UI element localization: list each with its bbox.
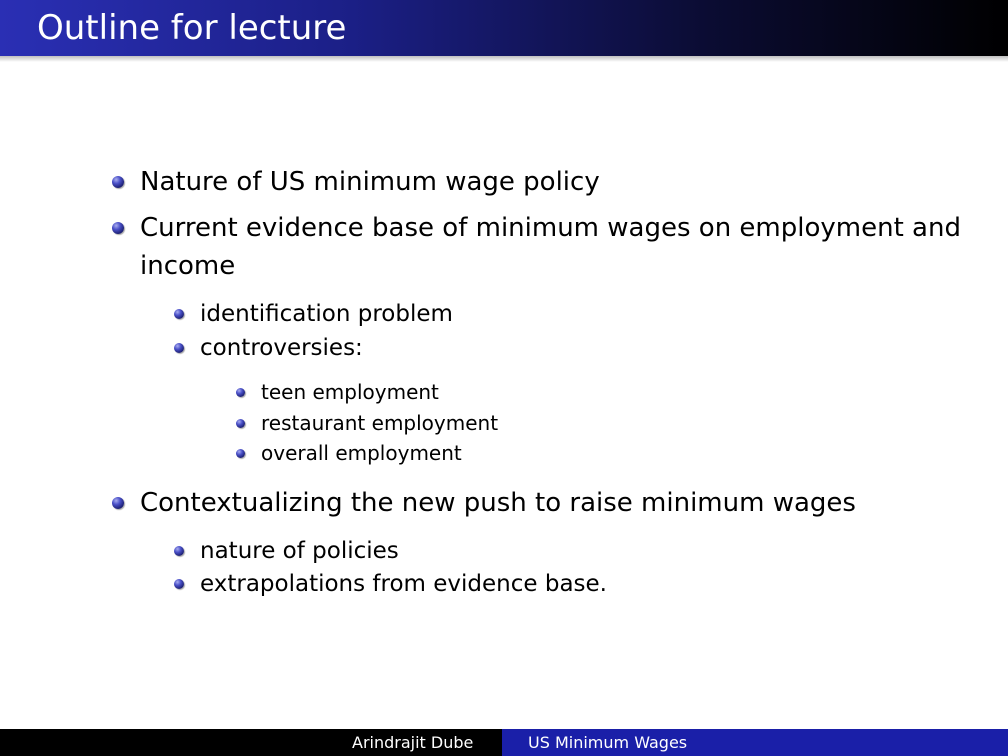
subsubitem-text: restaurant employment xyxy=(261,411,499,435)
subitem-text: identification problem xyxy=(200,301,453,327)
bullet-icon xyxy=(174,343,184,353)
subsubitem-text: overall employment xyxy=(261,441,462,465)
bullet-icon xyxy=(174,309,184,319)
title-bar: Outline for lecture xyxy=(0,0,1008,56)
footer-title-box: US Minimum Wages xyxy=(502,729,1008,756)
bullet-item-evidence-base-continued: income xyxy=(140,247,235,285)
bullet-icon xyxy=(174,579,184,589)
bullet-icon xyxy=(236,449,245,458)
subsubitem-teen-employment: teen employment xyxy=(236,377,439,407)
footer-short-title: US Minimum Wages xyxy=(528,733,688,752)
bullet-item-us-policy: Nature of US minimum wage policy xyxy=(112,163,600,201)
bullet-text: Contextualizing the new push to raise mi… xyxy=(140,488,856,518)
subitem-nature-of-policies: nature of policies xyxy=(174,534,399,568)
bullet-text: Nature of US minimum wage policy xyxy=(140,167,600,197)
bullet-text: Current evidence base of minimum wages o… xyxy=(140,213,961,243)
subsubitem-restaurant-employment: restaurant employment xyxy=(236,408,499,438)
bullet-icon xyxy=(112,176,124,188)
footer-bar: Arindrajit Dube US Minimum Wages xyxy=(0,729,1008,756)
slide-content: Nature of US minimum wage policy Current… xyxy=(112,163,961,601)
bullet-icon xyxy=(112,497,124,509)
title-bar-shadow xyxy=(0,56,1008,62)
subitem-text: controversies: xyxy=(200,335,363,361)
slide-title: Outline for lecture xyxy=(37,8,347,48)
subitem-controversies: controversies: xyxy=(174,331,363,365)
bullet-text: income xyxy=(140,251,236,281)
subitem-text: nature of policies xyxy=(200,538,399,564)
bullet-icon xyxy=(236,388,245,397)
footer-author: Arindrajit Dube xyxy=(352,733,474,752)
subitem-identification-problem: identification problem xyxy=(174,297,453,331)
subsubitem-overall-employment: overall employment xyxy=(236,438,462,468)
bullet-icon xyxy=(236,419,245,428)
subitem-text: extrapolations from evidence base. xyxy=(200,571,607,597)
bullet-icon xyxy=(112,222,124,234)
bullet-item-new-push: Contextualizing the new push to raise mi… xyxy=(112,484,856,522)
bullet-icon xyxy=(174,546,184,556)
subitem-extrapolations: extrapolations from evidence base. xyxy=(174,567,607,601)
subsubitem-text: teen employment xyxy=(261,380,439,404)
bullet-item-evidence-base: Current evidence base of minimum wages o… xyxy=(112,209,961,247)
